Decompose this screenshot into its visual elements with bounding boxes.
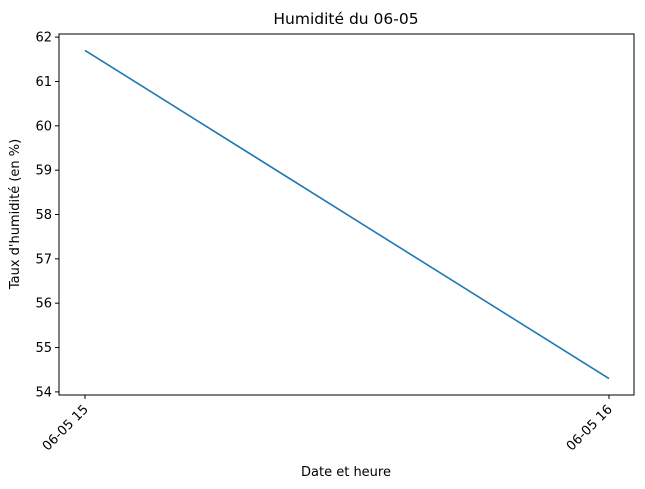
series-layer (84, 49, 610, 380)
x-axis-title: Date et heure (301, 465, 391, 480)
y-tick-label: 55 (35, 341, 52, 356)
y-tick-label: 60 (35, 119, 52, 134)
y-tick-label: 57 (35, 252, 52, 267)
y-tick-label: 54 (35, 385, 52, 400)
series-line (84, 49, 610, 380)
y-tick-label: 56 (35, 297, 52, 312)
x-tick-label: 06-05 15 (40, 402, 92, 454)
y-tick-label: 62 (35, 31, 52, 46)
x-tick-label: 06-05 16 (564, 402, 616, 454)
y-axis: 54 55 56 57 58 59 60 61 62 (35, 31, 59, 400)
y-tick-label: 61 (35, 75, 52, 90)
y-axis-title: Taux d'humidité (en %) (8, 139, 23, 290)
chart-title: Humidité du 06-05 (273, 10, 418, 28)
x-axis: 06-05 15 06-05 16 (40, 395, 616, 454)
y-tick-label: 58 (35, 208, 52, 223)
y-tick-label: 59 (35, 164, 52, 179)
